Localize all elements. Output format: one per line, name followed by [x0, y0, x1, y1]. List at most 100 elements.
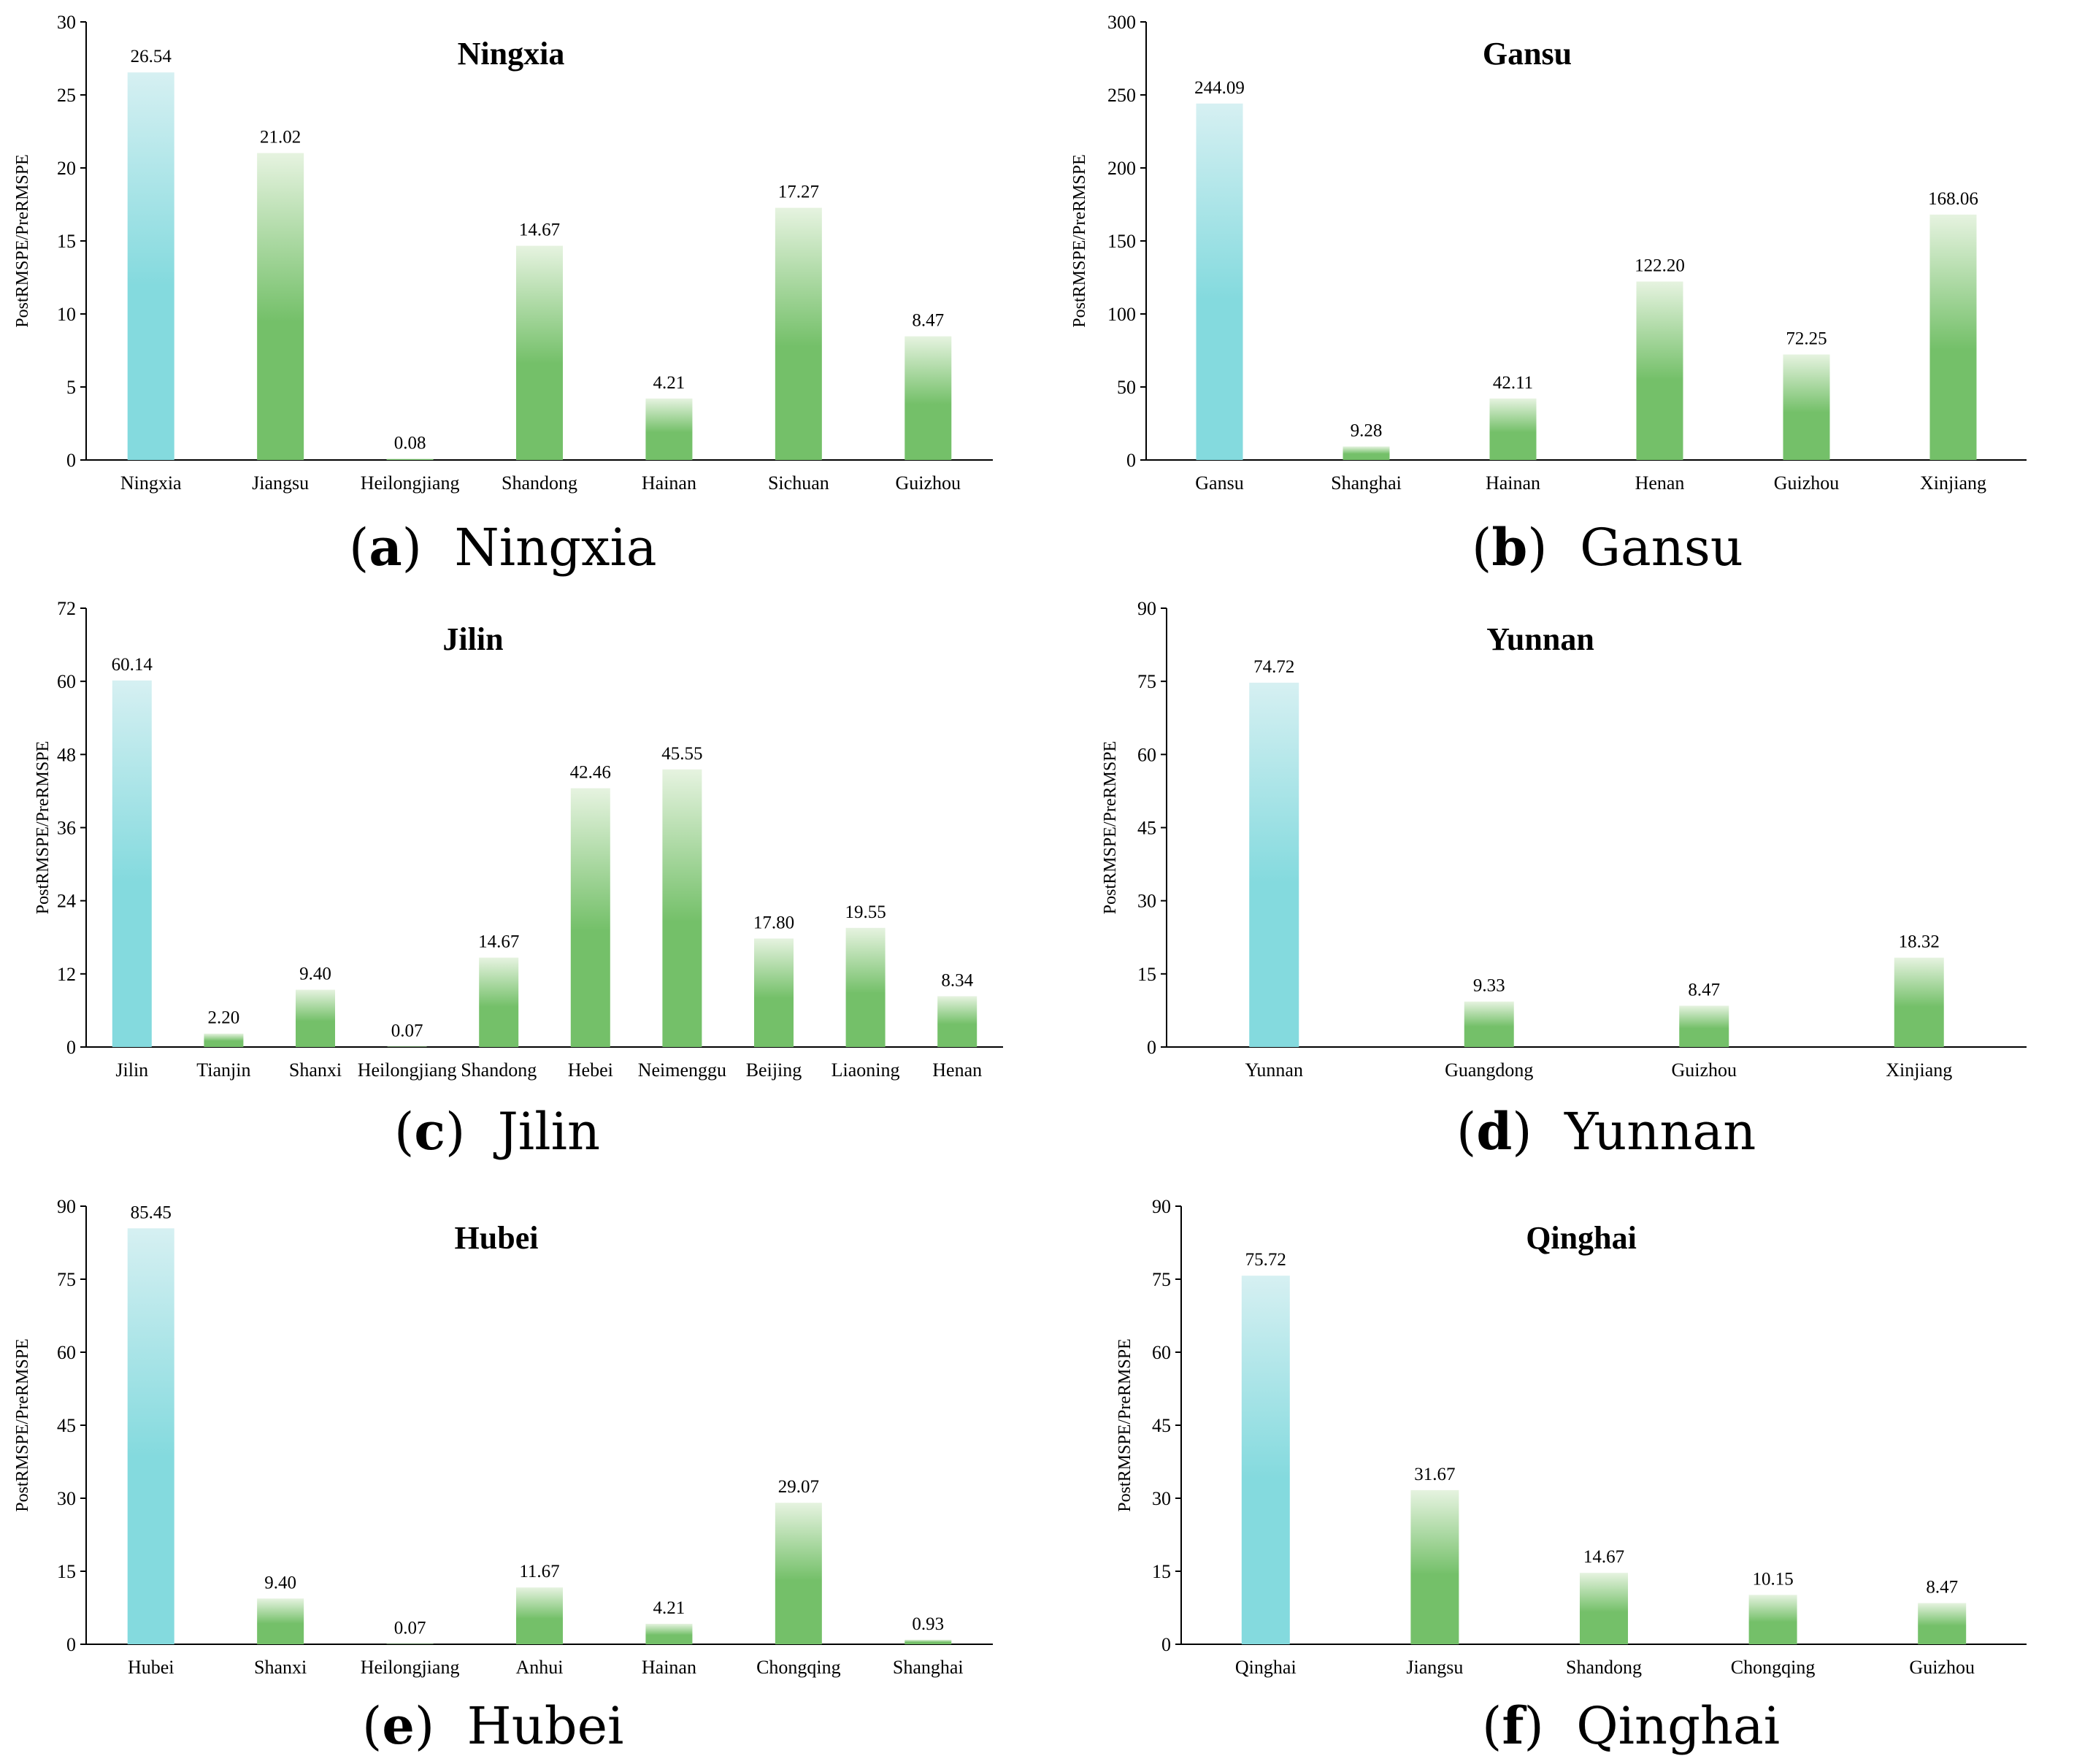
x-tick-label: Qinghai	[1235, 1657, 1297, 1678]
caption-letter: e	[382, 1695, 415, 1756]
data-label: 60.14	[112, 655, 153, 675]
bar-sichuan	[775, 207, 822, 460]
y-axis-label: PostRMSPE/PreRMSPE	[13, 154, 32, 327]
data-label: 26.54	[131, 47, 172, 66]
y-tick-label: 5	[66, 377, 76, 398]
x-tick-label: Tianjin	[196, 1059, 250, 1081]
data-label: 0.07	[391, 1021, 423, 1040]
y-tick-label: 60	[57, 671, 76, 692]
y-tick-label: 75	[1152, 1269, 1171, 1290]
bar-beijing	[754, 938, 794, 1047]
x-tick-label: Jilin	[115, 1059, 148, 1081]
y-tick-label: 10	[57, 304, 76, 325]
x-tick-label: Hainan	[642, 472, 696, 494]
bar-hebei	[570, 788, 610, 1047]
data-label: 4.21	[653, 373, 685, 393]
y-tick-label: 60	[1152, 1342, 1171, 1363]
x-tick-label: Liaoning	[831, 1059, 900, 1081]
x-tick-label: Henan	[932, 1059, 982, 1081]
bar-henan	[937, 996, 978, 1047]
y-axis-label: PostRMSPE/PreRMSPE	[1115, 1338, 1134, 1511]
y-tick-label: 200	[1107, 158, 1136, 179]
x-tick-label: Guangdong	[1445, 1059, 1533, 1081]
caption-letter: c	[414, 1101, 445, 1162]
data-label: 14.67	[519, 220, 560, 240]
bar-shandong	[1580, 1573, 1628, 1644]
chart-panel-b: 0 50 100 150 200 250 300 PostRMSPE/PreRMSPE Gans…	[1070, 12, 2027, 494]
caption-text: Ningxia	[454, 518, 657, 578]
x-tick-label: Guizhou	[1671, 1059, 1737, 1081]
x-tick-label: Chongqing	[756, 1657, 841, 1678]
y-axis-label: PostRMSPE/PreRMSPE	[13, 1338, 32, 1511]
data-label: 14.67	[478, 932, 519, 952]
data-label: 2.20	[208, 1008, 240, 1028]
data-label: 21.02	[260, 128, 301, 147]
data-label: 31.67	[1414, 1465, 1455, 1484]
y-tick-label: 90	[57, 1196, 76, 1217]
chart-panel-e: 0 15 30 45 60 75 90 PostRMSPE/PreRMSPE Hubei 85.4…	[13, 1196, 993, 1678]
data-label: 11.67	[519, 1562, 559, 1581]
y-axis-label: PostRMSPE/PreRMSPE	[34, 741, 53, 914]
data-label: 9.40	[299, 965, 331, 984]
caption-letter: b	[1491, 517, 1528, 578]
panel-caption-a: (a) Ningxia	[349, 517, 657, 578]
x-tick-label: Shandong	[502, 472, 577, 494]
y-tick-label: 25	[57, 85, 76, 106]
y-tick-label: 45	[57, 1415, 76, 1436]
data-label: 18.32	[1899, 932, 1940, 952]
y-tick-label: 0	[66, 450, 76, 471]
y-tick-label: 72	[57, 598, 76, 619]
panel-caption-b: (b) Gansu	[1472, 517, 1743, 578]
bar-chongqing	[1748, 1595, 1797, 1644]
bar-heilongjiang	[386, 459, 434, 460]
bar-hainan	[1489, 398, 1537, 460]
bar-shandong	[479, 957, 519, 1047]
chart-title: Gansu	[1483, 36, 1572, 72]
bar-hubei	[127, 1228, 174, 1644]
x-tick-label: Guizhou	[896, 472, 961, 494]
y-tick-label: 60	[1137, 744, 1156, 765]
panel-caption-f: (f) Qinghai	[1482, 1695, 1781, 1756]
chart-panel-f: 0 15 30 45 60 75 90 PostRMSPE/PreRMSPE Qinghai 75…	[1115, 1196, 2027, 1678]
x-tick-label: Shandong	[1566, 1657, 1642, 1678]
caption-text: Gansu	[1580, 518, 1743, 578]
data-label: 9.28	[1351, 421, 1383, 440]
data-label: 8.47	[1926, 1578, 1958, 1598]
y-tick-label: 50	[1117, 377, 1136, 398]
data-label: 74.72	[1253, 657, 1294, 677]
x-tick-label: Xinjiang	[1886, 1059, 1952, 1081]
data-label: 19.55	[845, 902, 886, 922]
y-tick-label: 100	[1107, 304, 1136, 325]
y-tick-label: 15	[57, 231, 76, 252]
data-label: 17.80	[753, 913, 794, 932]
x-tick-label: Yunnan	[1245, 1059, 1303, 1081]
bar-tianjin	[204, 1033, 244, 1047]
data-label: 42.46	[570, 763, 611, 783]
x-tick-label: Guizhou	[1774, 472, 1840, 494]
y-tick-label: 300	[1107, 12, 1136, 33]
y-tick-label: 90	[1137, 598, 1156, 619]
y-tick-label: 45	[1137, 818, 1156, 839]
bar-guizhou	[905, 336, 952, 460]
bar-guizhou	[1679, 1005, 1729, 1047]
y-tick-label: 15	[1137, 964, 1156, 985]
bar-gansu	[1196, 103, 1243, 460]
panel-caption-c: (c) Jilin	[394, 1101, 601, 1162]
x-tick-label: Gansu	[1195, 472, 1243, 494]
y-tick-label: 30	[1137, 891, 1156, 912]
y-tick-label: 12	[57, 964, 76, 985]
bar-guizhou	[1783, 354, 1830, 460]
chart-panel-c: 0 12 24 36 48 60 72 PostRMSPE/PreRMSPE Jilin 60.1…	[34, 598, 1003, 1081]
x-tick-label: Beijing	[746, 1059, 802, 1081]
bar-shanxi	[257, 1598, 304, 1644]
data-label: 14.67	[1583, 1547, 1624, 1567]
x-tick-label: Shanghai	[1331, 472, 1402, 494]
x-tick-label: Heilongjiang	[358, 1059, 457, 1081]
panel-caption-e: (e) Hubei	[362, 1695, 624, 1756]
x-tick-label: Hainan	[642, 1657, 696, 1678]
y-tick-label: 250	[1107, 85, 1136, 106]
data-label: 244.09	[1194, 78, 1245, 98]
bar-shandong	[516, 245, 563, 460]
x-tick-label: Chongqing	[1731, 1657, 1816, 1678]
